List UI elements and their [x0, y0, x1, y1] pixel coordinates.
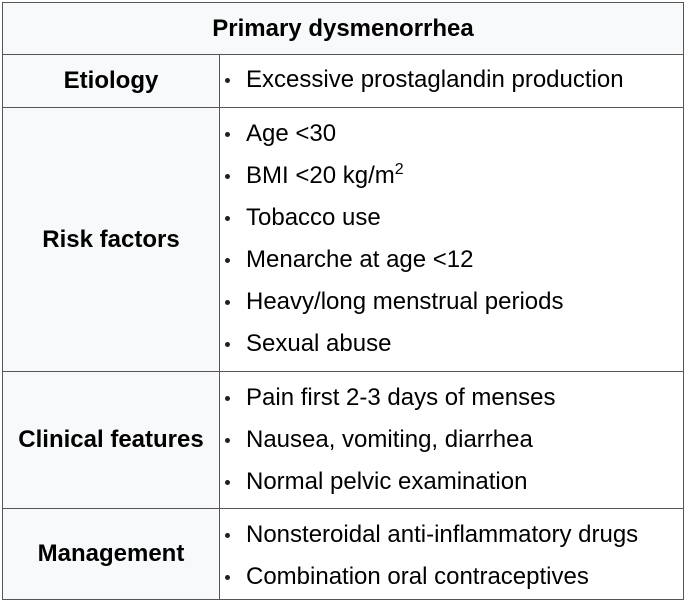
row-label: Clinical features: [3, 372, 220, 508]
row-content: Nonsteroidal anti-inflammatory drugs Com…: [221, 509, 683, 599]
bullet-icon: [225, 132, 230, 137]
bullet-icon: [225, 78, 230, 83]
row-etiology: Etiology Excessive prostaglandin product…: [3, 55, 683, 108]
row-clinical-features: Clinical features Pain first 2-3 days of…: [3, 372, 683, 509]
row-label: Etiology: [3, 55, 220, 107]
table-title-row: Primary dysmenorrhea: [3, 3, 683, 55]
row-content: Age <30 BMI <20 kg/m2 Tobacco use Menarc…: [221, 108, 683, 371]
bullet-icon: [225, 533, 230, 538]
row-risk-factors: Risk factors Age <30 BMI <20 kg/m2 Tobac…: [3, 108, 683, 372]
bullet-icon: [225, 342, 230, 347]
row-label: Risk factors: [3, 108, 220, 371]
row-content: Excessive prostaglandin production: [221, 55, 683, 107]
bullet-icon: [225, 396, 230, 401]
bullet-icon: [225, 300, 230, 305]
bullet-icon: [225, 480, 230, 485]
row-content: Pain first 2-3 days of menses Nausea, vo…: [221, 372, 683, 508]
bullet-icon: [225, 438, 230, 443]
bullet-icon: [225, 575, 230, 580]
table-title: Primary dysmenorrhea: [212, 14, 474, 42]
bullet-icon: [225, 216, 230, 221]
superscript: 2: [394, 161, 404, 178]
row-management: Management Nonsteroidal anti-inflammator…: [3, 509, 683, 599]
row-label: Management: [3, 509, 220, 599]
bullet-icon: [225, 258, 230, 263]
bullet-icon: [225, 174, 230, 179]
